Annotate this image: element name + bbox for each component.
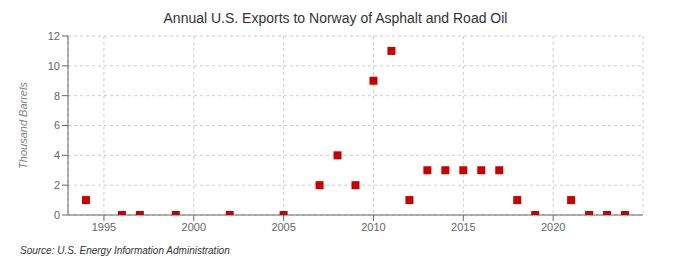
svg-text:2015: 2015 <box>451 221 475 233</box>
html-text:Source: U.S. Energy Informatio: Source: U.S. Energy Information Administ… <box>20 245 230 256</box>
svg-text:0: 0 <box>54 209 60 221</box>
svg-text:2000: 2000 <box>182 221 206 233</box>
svg-text:2005: 2005 <box>271 221 295 233</box>
svg-text:12: 12 <box>48 30 60 42</box>
svg-text:4: 4 <box>54 149 60 161</box>
svg-text:10: 10 <box>48 60 60 72</box>
svg-text:Thousand Barrels: Thousand Barrels <box>17 82 29 169</box>
svg-text:2010: 2010 <box>361 221 385 233</box>
svg-text:1995: 1995 <box>92 221 116 233</box>
html-text:Annual U.S. Exports to Norway: Annual U.S. Exports to Norway of Asphalt… <box>163 10 508 26</box>
svg-text:2: 2 <box>54 179 60 191</box>
svg-text:6: 6 <box>54 119 60 131</box>
svg-text:2020: 2020 <box>541 221 565 233</box>
svg-text:8: 8 <box>54 90 60 102</box>
